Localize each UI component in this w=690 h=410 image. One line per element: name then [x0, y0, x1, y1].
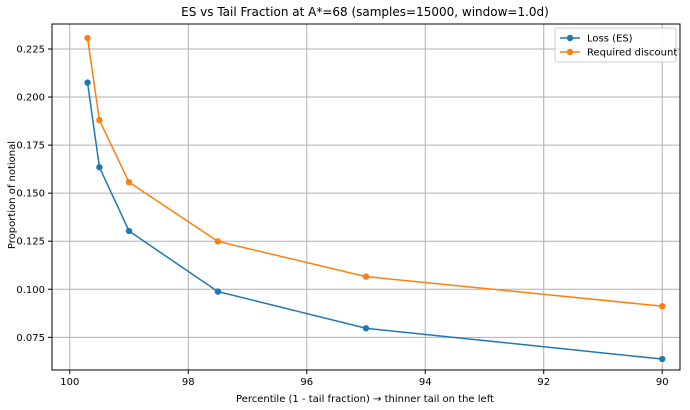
y-tick-label: 0.075 [16, 333, 45, 344]
legend-item: Loss (ES) [560, 34, 633, 45]
data-point [659, 302, 666, 310]
x-axis: 100 98 96 94 92 90 [60, 370, 669, 388]
data-point [125, 178, 133, 186]
series-line [86, 37, 663, 307]
y-axis: 0.075 0.100 0.125 0.150 0.175 0.200 0.225 [16, 44, 52, 344]
grid [52, 24, 680, 370]
data-point [362, 273, 370, 280]
y-tick-label: 0.200 [16, 93, 45, 104]
x-tick-label: 100 [60, 377, 79, 388]
series-layer [84, 34, 666, 363]
series-loss-es [84, 79, 666, 363]
data-point [96, 164, 103, 171]
x-tick-label: 92 [537, 377, 550, 388]
chart-title: ES vs Tail Fraction at A*=68 (samples=15… [181, 5, 549, 19]
y-tick-label: 0.175 [16, 141, 45, 152]
data-point [96, 116, 103, 124]
data-point [84, 34, 91, 42]
y-tick-label: 0.125 [16, 237, 45, 248]
plot-frame [51, 23, 681, 371]
x-tick-label: 90 [656, 377, 669, 388]
legend-marker [566, 34, 574, 42]
data-point [659, 355, 666, 363]
y-axis-label: Proportion of notional [7, 141, 18, 249]
legend: Loss (ES) Required discount [554, 27, 677, 63]
x-tick-label: 94 [419, 377, 432, 388]
data-point [214, 238, 222, 245]
series-required-discount [84, 34, 666, 310]
data-point [125, 227, 133, 235]
y-tick-label: 0.150 [16, 189, 45, 200]
legend-marker [566, 48, 574, 56]
series-line [86, 82, 663, 360]
x-tick-label: 96 [300, 377, 313, 388]
legend-label: Required discount [587, 48, 677, 59]
x-tick-label: 98 [182, 377, 195, 388]
legend-item: Required discount [560, 48, 677, 59]
legend-box [554, 27, 677, 63]
legend-label: Loss (ES) [587, 34, 633, 45]
y-tick-label: 0.225 [16, 44, 45, 55]
y-tick-label: 0.100 [16, 285, 45, 296]
data-point [214, 288, 222, 295]
x-axis-label: Percentile (1 - tail fraction) → thinner… [236, 394, 494, 405]
data-point [84, 79, 91, 86]
data-point [362, 325, 370, 332]
